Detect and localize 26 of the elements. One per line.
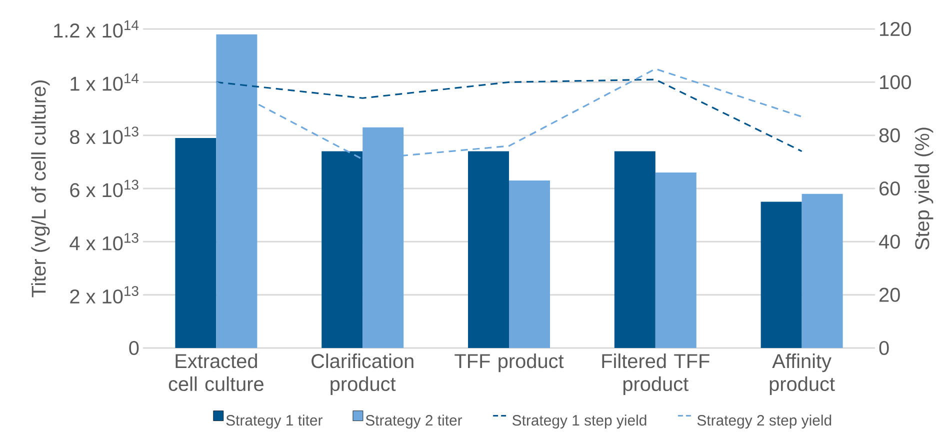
y2-tick-label: 120 — [880, 22, 911, 36]
y2-tick-label: 40 — [878, 234, 900, 249]
y-tick-label: 1.2 x 10$^{14}$ — [54, 20, 139, 38]
y-tick-label: 8 x 10$^{13}$ — [70, 126, 138, 144]
y-tick-label: 4 x 10$^{13}$ — [70, 232, 138, 250]
y-tick-label: 0 — [129, 340, 139, 356]
x-tick-label: TFF product — [454, 354, 564, 372]
x-tick-label: Filtered TFF product — [602, 354, 710, 396]
y2-axis-title: Step yield (%) — [914, 128, 934, 250]
y2-tick-label: 0 — [879, 340, 889, 356]
x-tick-label: Affinity product — [770, 354, 835, 396]
legend-label: Strategy 1 titer — [226, 414, 322, 429]
y2-tick-label: 20 — [880, 288, 900, 302]
y-tick-label: 1 x 10$^{14}$ — [70, 74, 139, 91]
legend-label: Strategy 1 step yield — [512, 414, 646, 429]
x-tick-label: Extracted cell culture — [168, 354, 264, 392]
legend-label: Strategy 2 titer — [366, 414, 462, 429]
y-tick-label: 6 x 10$^{13}$ — [70, 180, 138, 198]
y2-tick-label: 80 — [879, 128, 900, 142]
y-tick-label: 2 x 10$^{13}$ — [70, 286, 138, 304]
x-tick-label: Clarification product — [312, 354, 414, 396]
legend-label: Strategy 2 step yield — [697, 414, 832, 429]
y2-tick-label: 100 — [880, 75, 911, 90]
y2-tick-label: 60 — [880, 181, 900, 196]
y-axis-title: Titer (vg/L of cell culture) — [31, 80, 50, 298]
line-series — [215, 78, 803, 152]
